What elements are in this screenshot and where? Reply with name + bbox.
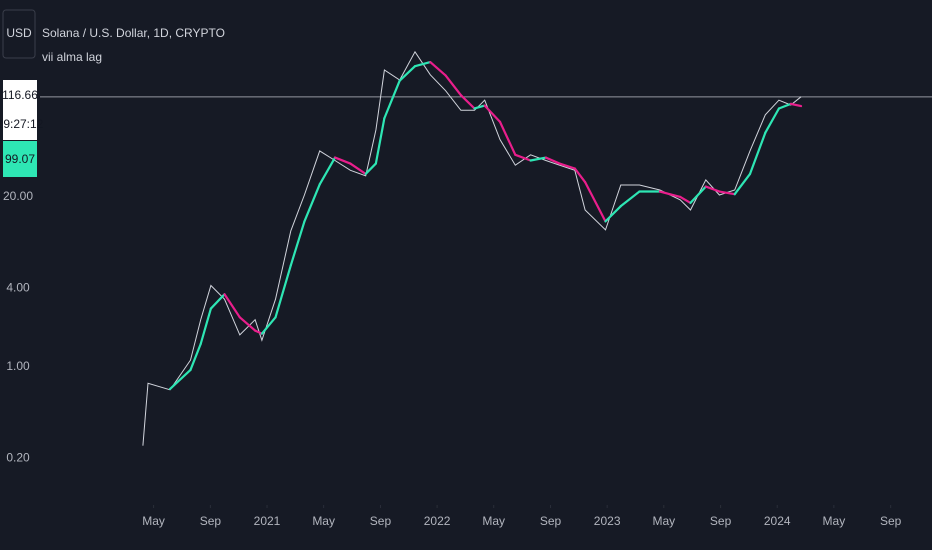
alma-segment bbox=[514, 153, 532, 162]
alma-segment bbox=[429, 61, 447, 77]
x-tick-label: 2021 bbox=[254, 514, 281, 528]
x-tick-label: Sep bbox=[370, 514, 392, 528]
alma-segment bbox=[583, 180, 607, 223]
y-tick-label: 1.00 bbox=[6, 359, 30, 373]
alma-segment bbox=[209, 293, 226, 310]
x-tick-label: 2022 bbox=[424, 514, 451, 528]
alma-segment bbox=[199, 307, 212, 346]
alma-segment bbox=[303, 183, 321, 223]
alma-segment bbox=[274, 264, 292, 319]
alma-segment bbox=[679, 195, 692, 205]
alma-segment bbox=[498, 120, 517, 156]
x-tick-label: May bbox=[312, 514, 335, 528]
countdown-label: 19:27:12 bbox=[0, 117, 44, 131]
x-tick-label: 2024 bbox=[764, 514, 791, 528]
alma-segment bbox=[748, 131, 767, 176]
alma-segment bbox=[718, 190, 736, 196]
alma-segment bbox=[689, 185, 707, 205]
alma-segment bbox=[383, 79, 401, 120]
alma-segment bbox=[168, 368, 192, 391]
alma-segment bbox=[604, 205, 622, 223]
alma-segment bbox=[349, 162, 367, 176]
chart-title: Solana / U.S. Dollar, 1D, CRYPTO bbox=[42, 26, 225, 40]
alma-segment bbox=[483, 104, 502, 123]
y-tick-label: 20.00 bbox=[3, 189, 33, 203]
x-tick-label: May bbox=[482, 514, 505, 528]
alma-segment bbox=[658, 190, 682, 199]
x-tick-label: Sep bbox=[710, 514, 732, 528]
alma-segment bbox=[764, 107, 781, 134]
currency-label[interactable]: USD bbox=[6, 26, 32, 40]
last-price-label: 116.66 bbox=[2, 88, 38, 102]
alma-segment bbox=[260, 316, 277, 335]
alma-segment bbox=[189, 342, 202, 372]
alma-segment bbox=[238, 316, 257, 332]
x-tick-label: May bbox=[652, 514, 675, 528]
alma-segment bbox=[733, 172, 752, 196]
y-tick-label: 4.00 bbox=[6, 280, 30, 294]
alma-segment bbox=[789, 102, 803, 108]
alma-segment bbox=[333, 156, 352, 165]
alma-segment bbox=[289, 220, 306, 267]
alma-segment bbox=[364, 162, 377, 176]
alma-segment bbox=[558, 162, 576, 170]
alma-segment bbox=[413, 61, 432, 68]
alma-segment bbox=[573, 167, 587, 184]
alma-segment bbox=[529, 156, 548, 162]
alma-segment bbox=[619, 190, 641, 208]
indicator-title: vii alma lag bbox=[42, 50, 102, 64]
x-tick-label: May bbox=[142, 514, 165, 528]
x-tick-label: Sep bbox=[880, 514, 902, 528]
y-tick-label: 0.20 bbox=[6, 451, 30, 465]
alma-segment bbox=[223, 293, 241, 319]
alma-segment bbox=[318, 156, 337, 186]
last-price-box bbox=[3, 80, 37, 140]
alma-segment bbox=[704, 185, 721, 193]
x-tick-label: Sep bbox=[200, 514, 222, 528]
alma-segment bbox=[544, 156, 561, 165]
alma-segment bbox=[254, 329, 264, 335]
currency-button[interactable] bbox=[2, 9, 36, 59]
alma-segment bbox=[473, 104, 486, 110]
alma-value-box bbox=[3, 141, 37, 177]
alma-segment bbox=[398, 65, 417, 82]
x-tick-label: 2023 bbox=[594, 514, 621, 528]
alma-segment bbox=[444, 74, 462, 97]
alma-segment bbox=[777, 102, 792, 110]
alma-segment bbox=[459, 94, 476, 110]
x-tick-label: May bbox=[823, 514, 846, 528]
x-tick-label: Sep bbox=[540, 514, 562, 528]
alma-segment bbox=[374, 117, 386, 165]
alma-value-label: 99.07 bbox=[5, 152, 35, 166]
